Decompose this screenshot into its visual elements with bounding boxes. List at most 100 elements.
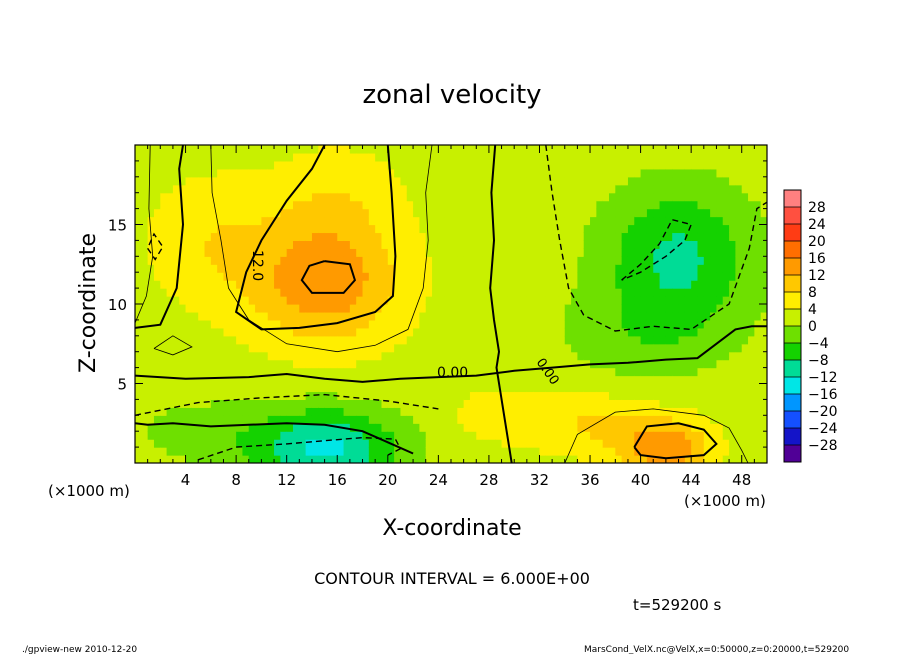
heatmap-cell	[343, 327, 351, 337]
heatmap-cell	[210, 248, 218, 257]
heatmap-cell	[520, 272, 528, 281]
heatmap-cell	[368, 168, 376, 178]
heatmap-cell	[646, 431, 654, 440]
heatmap-cell	[349, 288, 357, 297]
heatmap-cell	[438, 311, 446, 321]
heatmap-cell	[533, 343, 541, 353]
heatmap-cell	[343, 407, 351, 416]
heatmap-cell	[261, 431, 269, 440]
heatmap-cell	[634, 359, 642, 369]
heatmap-cell	[356, 264, 364, 273]
heatmap-cell	[236, 272, 244, 281]
heatmap-cell	[280, 248, 288, 257]
heatmap-cell	[451, 391, 458, 400]
heatmap-cell	[722, 407, 730, 416]
heatmap-cell	[185, 264, 193, 273]
heatmap-cell	[634, 224, 642, 234]
heatmap-cell	[590, 208, 597, 218]
heatmap-cell	[469, 168, 477, 178]
heatmap-cell	[539, 431, 547, 440]
heatmap-cell	[153, 160, 161, 170]
heatmap-cell	[697, 145, 705, 154]
heatmap-cell	[198, 327, 206, 337]
heatmap-cell	[255, 192, 262, 202]
heatmap-cell	[217, 152, 225, 162]
heatmap-cell	[368, 288, 376, 297]
heatmap-cell	[754, 439, 762, 448]
heatmap-cell	[444, 248, 452, 257]
heatmap-cell	[716, 375, 724, 385]
heatmap-cell	[141, 152, 149, 162]
heatmap-cell	[419, 431, 427, 440]
heatmap-cell	[609, 256, 616, 265]
heatmap-cell	[596, 232, 604, 241]
heatmap-cell	[463, 256, 471, 265]
heatmap-cell	[400, 304, 408, 313]
heatmap-cell	[495, 280, 503, 289]
heatmap-cell	[602, 152, 610, 162]
heatmap-cell	[368, 152, 376, 162]
heatmap-cell	[640, 256, 648, 265]
contour-solid	[135, 325, 767, 383]
heatmap-cell	[413, 423, 420, 432]
heatmap-cell	[318, 359, 326, 369]
heatmap-cell	[387, 383, 395, 393]
heatmap-cell	[413, 160, 420, 170]
heatmap-cell	[387, 327, 395, 337]
heatmap-cell	[330, 423, 338, 432]
heatmap-cell	[665, 240, 673, 249]
heatmap-cell	[722, 184, 730, 194]
heatmap-cell	[362, 447, 370, 456]
heatmap-cell	[609, 224, 616, 234]
heatmap-cell	[217, 248, 225, 257]
heatmap-cell	[400, 288, 408, 297]
heatmap-cell	[659, 359, 667, 369]
heatmap-cell	[375, 264, 383, 273]
heatmap-cell	[305, 192, 313, 202]
heatmap-cell	[343, 208, 351, 218]
heatmap-cell	[545, 256, 553, 265]
heatmap-cell	[653, 359, 661, 369]
heatmap-cell	[691, 391, 699, 400]
heatmap-cell	[627, 447, 635, 456]
heatmap-cell	[362, 184, 370, 194]
heatmap-cell	[267, 145, 275, 154]
heatmap-cell	[710, 431, 718, 440]
heatmap-cell	[267, 311, 275, 321]
heatmap-cell	[571, 327, 578, 337]
heatmap-cell	[204, 327, 212, 337]
heatmap-cell	[299, 200, 307, 210]
heatmap-cell	[457, 192, 465, 202]
heatmap-cell	[236, 391, 244, 400]
heatmap-cell	[539, 145, 547, 154]
heatmap-cell	[590, 176, 597, 186]
heatmap-cell	[153, 431, 161, 440]
heatmap-cell	[577, 296, 585, 305]
heatmap-cell	[198, 288, 206, 297]
heatmap-cell	[337, 264, 345, 273]
heatmap-cell	[438, 447, 446, 456]
heatmap-cell	[368, 264, 376, 273]
heatmap-cell	[627, 304, 635, 313]
heatmap-cell	[716, 296, 724, 305]
heatmap-cell	[248, 423, 256, 432]
heatmap-cell	[469, 184, 477, 194]
heatmap-cell	[318, 367, 326, 377]
heatmap-cell	[356, 335, 364, 345]
heatmap-cell	[558, 240, 566, 249]
heatmap-cell	[476, 296, 484, 305]
heatmap-cell	[571, 423, 578, 432]
heatmap-cell	[362, 240, 370, 249]
heatmap-cell	[640, 184, 648, 194]
heatmap-cell	[406, 391, 414, 400]
heatmap-cell	[330, 208, 338, 218]
colorbar-label: 20	[808, 234, 826, 250]
heatmap-cell	[552, 415, 560, 424]
heatmap-cell	[280, 240, 288, 249]
heatmap-cell	[463, 272, 471, 281]
heatmap-cell	[571, 304, 578, 313]
heatmap-cell	[381, 264, 389, 273]
heatmap-cell	[748, 200, 755, 210]
heatmap-cell	[318, 280, 326, 289]
heatmap-cell	[444, 160, 452, 170]
